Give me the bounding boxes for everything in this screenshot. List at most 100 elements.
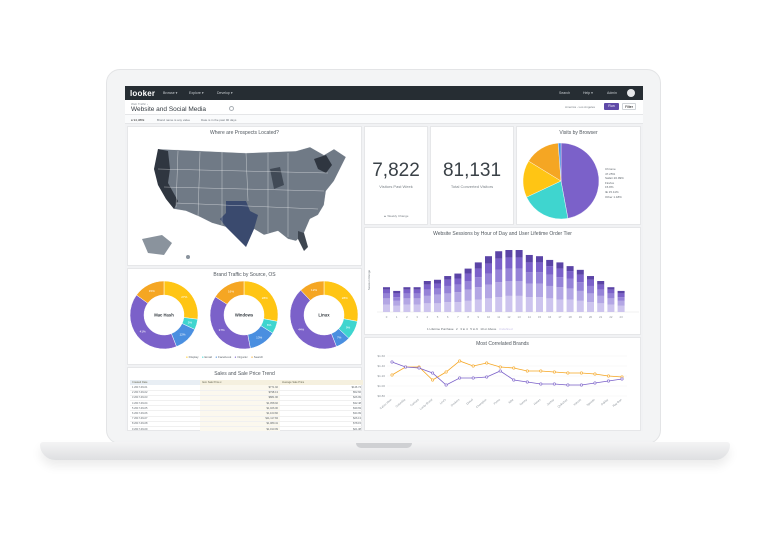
search-link[interactable]: Search [559,91,571,95]
bar-hour-15-tier-2[interactable] [536,283,543,298]
bar-hour-5-tier-1[interactable] [434,303,441,312]
line-series-2[interactable] [391,361,623,386]
kpi-visitors-tile[interactable]: 7,822 Visitors Past Week ▲ Weekly Change [364,126,428,225]
bar-hour-10-tier-3[interactable] [485,273,492,285]
bar-hour-8-tier-3[interactable] [464,281,472,290]
line-point[interactable] [539,382,543,386]
table-row[interactable]: 6 2017-09-06 $1,103.82 $34.99 [130,410,363,417]
pie-slice-safari[interactable] [526,180,569,220]
legend-tier-2[interactable]: 2 [456,327,458,331]
table-row[interactable]: 4 2017-09-04 $1,058.92 $32.48 [130,400,363,407]
line-point[interactable] [417,366,421,370]
bar-hour-4-tier-1[interactable] [423,303,431,312]
line-series-1[interactable] [391,360,623,381]
legend-ie[interactable]: IE 15.11% [605,189,619,194]
bar-hour-8-tier-4[interactable] [464,273,472,281]
bar-hour-15-tier-3[interactable] [536,272,543,284]
bar-hour-22-tier-3[interactable] [607,293,615,299]
pie-slice-other[interactable] [557,142,562,182]
line-point[interactable] [606,374,610,378]
line-point[interactable] [458,376,462,380]
legend-other[interactable]: Other 1.18% [605,194,622,199]
bar-hour-0-tier-1[interactable] [383,304,390,312]
donut-slice-organic[interactable] [289,289,337,350]
bar-hour-20-tier-3[interactable] [587,285,594,294]
table-row[interactable]: 1 2017-09-01 $771.92 $146.74 [130,385,363,391]
bar-hour-7-tier-2[interactable] [454,292,462,303]
bar-hour-21-tier-1[interactable] [597,303,605,312]
bar-hour-1-tier-1[interactable] [393,305,401,312]
bar-hour-19-tier-1[interactable] [576,300,584,312]
bar-hour-17-tier-1[interactable] [556,299,564,312]
bar-hour-10-tier-4[interactable] [485,263,492,274]
bar-hour-12-tier-3[interactable] [505,268,513,281]
donut-slice-organic[interactable] [129,294,177,350]
bar-hour-11-tier-4[interactable] [495,258,503,270]
bar-hour-5-tier-4[interactable] [434,283,441,289]
bar-hour-19-tier-5[interactable] [576,269,584,275]
bar-hour-8-tier-2[interactable] [464,289,472,301]
pie-slice-chrome[interactable] [560,142,600,219]
line-point[interactable] [512,366,516,370]
bar-hour-7-tier-4[interactable] [454,278,462,285]
bar-hour-13-tier-2[interactable] [515,281,523,296]
bar-hour-7-tier-5[interactable] [454,273,462,279]
line-point[interactable] [593,372,597,376]
legend-safari[interactable]: Safari 20.99% [605,176,624,181]
bar-hour-22-tier-1[interactable] [607,304,615,312]
line-point[interactable] [579,383,583,387]
bar-hour-18-tier-5[interactable] [566,266,574,272]
line-point[interactable] [593,381,597,385]
bar-hour-11-tier-5[interactable] [495,251,503,259]
line-point[interactable] [390,373,394,377]
bar-hour-22-tier-4[interactable] [607,289,615,294]
bar-hour-2-tier-2[interactable] [403,298,411,305]
filter-date[interactable]: Date is in the past 90 days [201,118,237,122]
bar-hour-9-tier-4[interactable] [474,268,482,278]
bar-hour-22-tier-2[interactable] [607,298,615,305]
bar-hour-12-tier-2[interactable] [505,281,513,296]
sessions-bar-chart[interactable]: 0 1 2 3 4 5 6 7 8 9 10 11 12 13 14 15 16 17 18 19 20 21 22 23 [377,240,639,330]
line-point[interactable] [485,361,489,365]
info-icon[interactable] [229,106,234,111]
bar-hour-5-tier-5[interactable] [434,279,441,284]
bar-hour-20-tier-2[interactable] [587,293,594,303]
bar-hour-17-tier-4[interactable] [556,268,564,278]
bar-hour-23-tier-4[interactable] [617,293,625,298]
bar-hour-2-tier-1[interactable] [403,304,411,312]
legend-tier-1[interactable]: 1 Lifetime Purchase [427,327,454,331]
line-point[interactable] [390,360,394,364]
line-point[interactable] [485,375,489,379]
bar-hour-2-tier-3[interactable] [403,293,411,299]
table-row[interactable]: 9 2017-09-09 $1,013.09 $21.38 [130,426,363,431]
bar-hour-15-tier-5[interactable] [536,256,543,263]
breadcrumb[interactable]: Web Traffic › [131,102,148,106]
bar-hour-23-tier-5[interactable] [617,290,625,294]
legend-search[interactable]: Search [253,355,264,359]
line-point[interactable] [606,379,610,383]
donut-charts[interactable]: 27% 5% 12% 41% 15% Mac Hash 28% 6% 13% 37% 16% Wind… [128,279,361,351]
donut-slice-search[interactable] [214,280,245,305]
line-point[interactable] [525,369,529,373]
bar-hour-14-tier-2[interactable] [525,283,533,298]
bar-hour-18-tier-3[interactable] [566,278,574,289]
line-point[interactable] [431,378,435,382]
user-avatar-icon[interactable] [627,89,635,97]
bar-hour-0-tier-4[interactable] [383,289,390,294]
line-point[interactable] [471,376,475,380]
looker-logo[interactable]: looker [130,89,156,98]
bar-hour-11-tier-3[interactable] [495,269,503,283]
bar-hour-0-tier-3[interactable] [383,293,390,299]
legend-email[interactable]: Email [204,355,213,359]
line-point[interactable] [539,369,543,373]
bar-hour-19-tier-3[interactable] [576,282,584,291]
develop-menu[interactable]: Develop ▾ [217,91,233,95]
bar-hour-16-tier-3[interactable] [546,274,554,286]
line-point[interactable] [431,371,435,375]
line-point[interactable] [444,383,448,387]
bar-hour-2-tier-4[interactable] [403,289,411,294]
bar-hour-21-tier-4[interactable] [597,284,605,290]
bar-hour-16-tier-5[interactable] [546,259,554,267]
bar-hour-20-tier-1[interactable] [587,302,594,312]
